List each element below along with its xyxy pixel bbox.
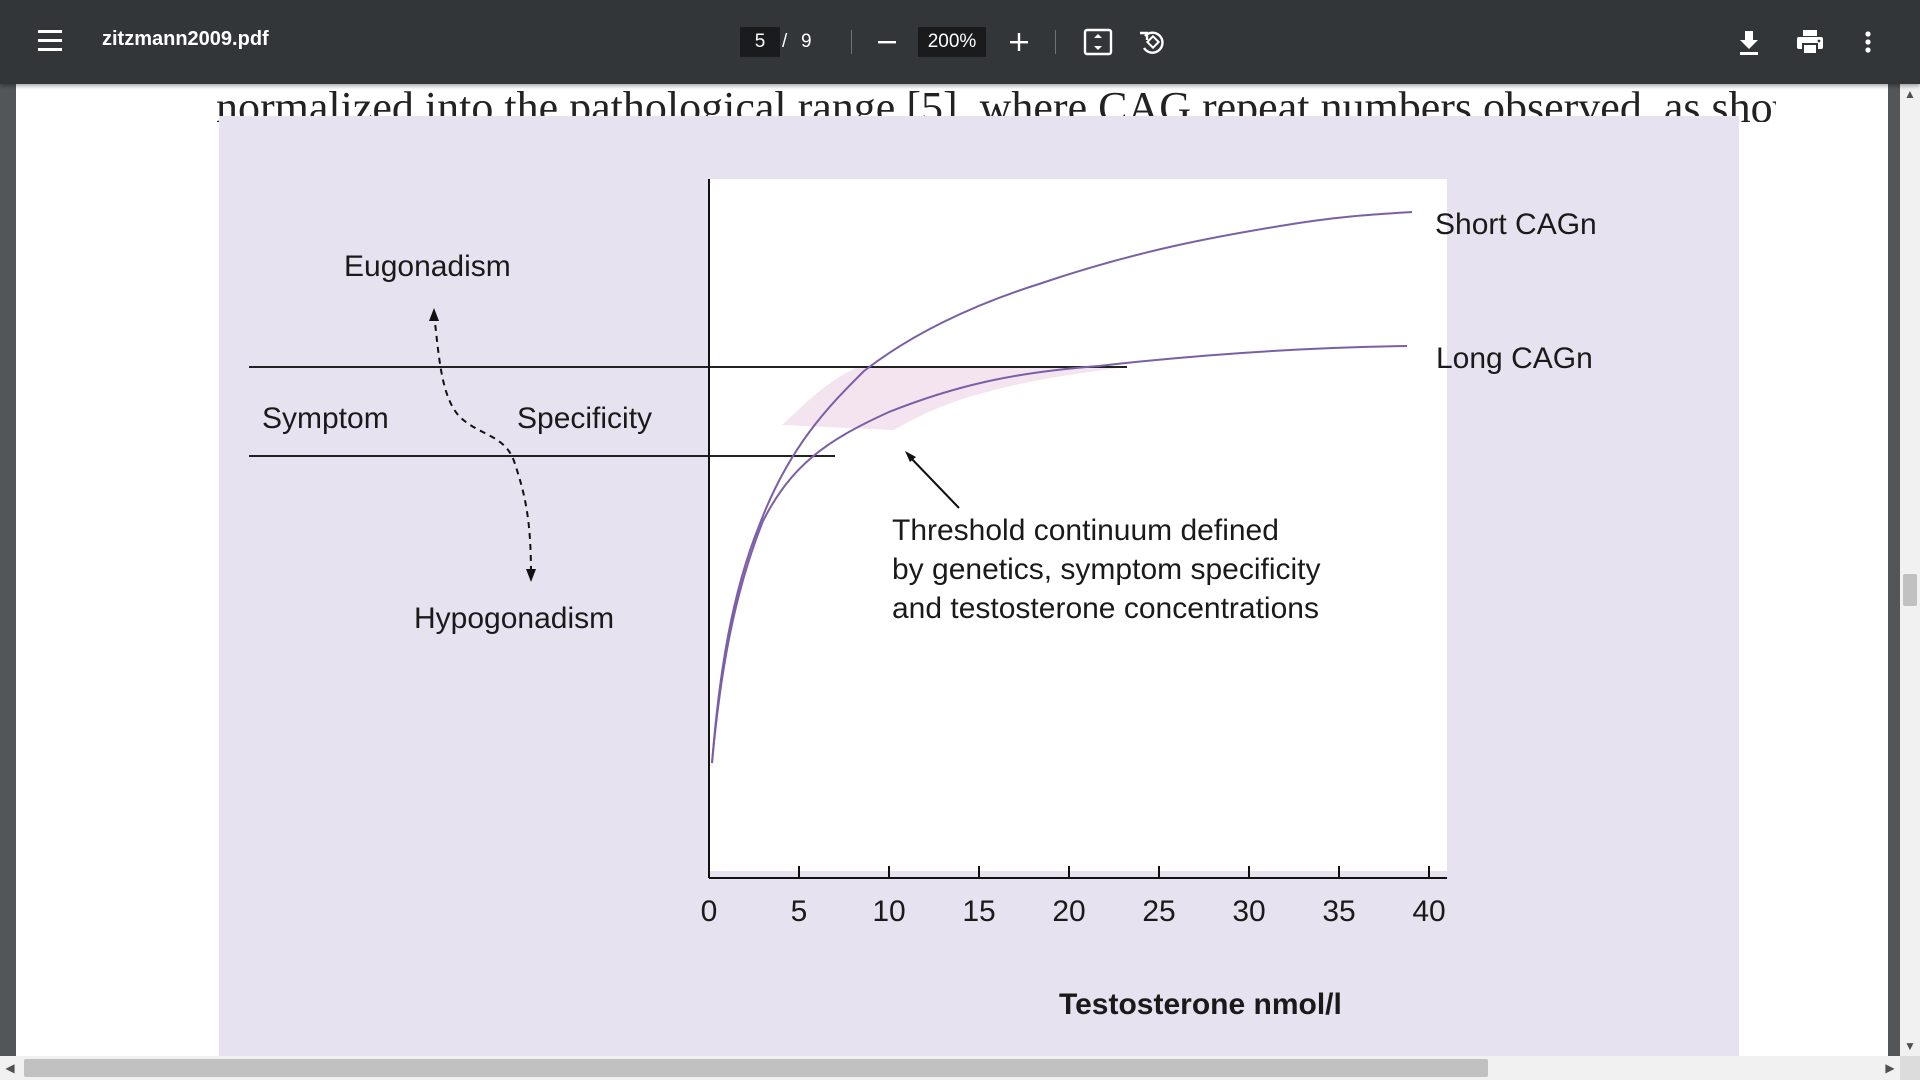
annotation-arrow bbox=[908, 455, 960, 509]
label-eugonadism: Eugonadism bbox=[344, 250, 511, 283]
x-tick-label-5: 25 bbox=[1142, 895, 1175, 928]
annotation-line-1: Threshold continuum defined bbox=[892, 514, 1279, 547]
x-tick-label-8: 40 bbox=[1412, 895, 1445, 928]
vertical-scrollbar[interactable]: ▲ ▼ bbox=[1900, 84, 1920, 1056]
printer-icon[interactable] bbox=[1794, 26, 1826, 58]
annotation-arrowhead bbox=[905, 451, 916, 462]
x-axis-title: Testosterone nmol/l bbox=[1059, 988, 1342, 1021]
label-specificity: Specificity bbox=[517, 402, 652, 435]
annotation-line-3: and testosterone concentrations bbox=[892, 592, 1319, 625]
download-icon[interactable] bbox=[1734, 26, 1764, 58]
x-tick-label-7: 35 bbox=[1322, 895, 1355, 928]
series-line-long-cagn bbox=[711, 345, 1408, 764]
eugonadism-hypogonadism-arrow bbox=[433, 313, 532, 575]
more-vertical-icon[interactable] bbox=[1856, 26, 1880, 58]
file-title: zitzmann2009.pdf bbox=[102, 28, 269, 50]
x-tick-label-1: 5 bbox=[791, 895, 808, 928]
label-long-cagn: Long CAGn bbox=[1436, 342, 1593, 375]
x-tick-label-6: 30 bbox=[1232, 895, 1265, 928]
figure-panel: 0 5 10 15 20 25 30 35 40 Eugonadism Symptom Spec… bbox=[219, 116, 1739, 1056]
plus-icon[interactable] bbox=[1004, 27, 1034, 57]
toolbar-divider bbox=[1055, 30, 1056, 54]
up-arrowhead bbox=[429, 308, 439, 321]
down-arrowhead bbox=[526, 569, 536, 582]
pdf-page: normalized into the pathological range [… bbox=[16, 84, 1888, 1056]
annotation-line-2: by genetics, symptom specificity bbox=[892, 553, 1320, 586]
rotate-counterclockwise-icon[interactable] bbox=[1136, 26, 1168, 58]
toolbar-divider bbox=[851, 30, 852, 54]
series-line-short-cagn bbox=[711, 211, 1413, 764]
scroll-up-icon[interactable]: ▲ bbox=[1904, 87, 1916, 101]
label-hypogonadism: Hypogonadism bbox=[414, 602, 614, 635]
threshold-chart: 0 5 10 15 20 25 30 35 40 Eugonadism Symptom Spec… bbox=[249, 179, 1597, 1021]
x-tick-label-3: 15 bbox=[962, 895, 995, 928]
x-tick-label-4: 20 bbox=[1052, 895, 1085, 928]
scroll-left-icon[interactable]: ◀ bbox=[5, 1061, 15, 1075]
scrollbar-corner bbox=[1900, 1056, 1920, 1080]
page-body-text: normalized into the pathological range [… bbox=[216, 84, 1776, 122]
minus-icon[interactable] bbox=[872, 27, 902, 57]
x-tick-label-2: 10 bbox=[872, 895, 905, 928]
threshold-region bbox=[782, 367, 1127, 430]
horizontal-scrollbar[interactable]: ◀ ▶ bbox=[0, 1056, 1900, 1080]
page-separator: / bbox=[782, 31, 788, 52]
pdf-toolbar: zitzmann2009.pdf 5 / 9 200% bbox=[0, 0, 1920, 84]
scroll-right-icon[interactable]: ▶ bbox=[1885, 1061, 1895, 1075]
zoom-level-input[interactable]: 200% bbox=[918, 27, 986, 57]
scroll-down-icon[interactable]: ▼ bbox=[1904, 1039, 1916, 1053]
label-symptom: Symptom bbox=[262, 402, 389, 435]
label-short-cagn: Short CAGn bbox=[1435, 208, 1597, 241]
document-viewer[interactable]: normalized into the pathological range [… bbox=[0, 84, 1900, 1056]
hamburger-menu-icon[interactable] bbox=[36, 30, 64, 54]
plot-area bbox=[709, 179, 1447, 871]
page-number-input[interactable]: 5 bbox=[740, 27, 780, 57]
fit-to-page-icon[interactable] bbox=[1082, 27, 1114, 57]
horizontal-scroll-thumb[interactable] bbox=[24, 1059, 1488, 1077]
x-tick-label-0: 0 bbox=[701, 895, 718, 928]
vertical-scroll-thumb[interactable] bbox=[1903, 574, 1917, 606]
total-pages: 9 bbox=[801, 31, 812, 52]
